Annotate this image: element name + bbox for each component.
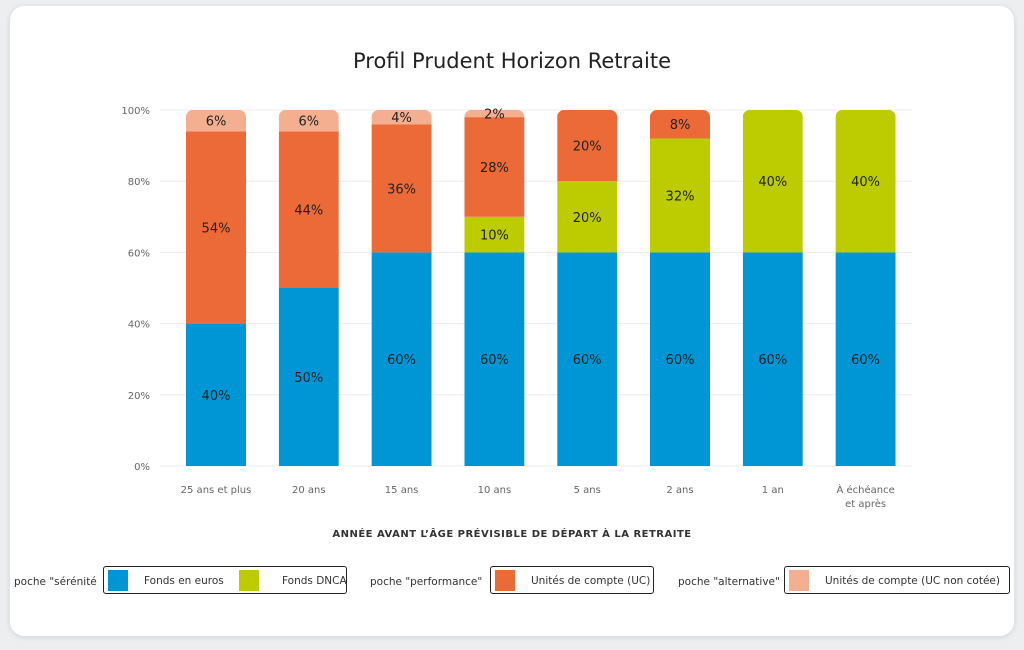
legend-swatch-uc-non-cotee xyxy=(789,570,809,591)
legend-swatch-uc xyxy=(495,570,515,591)
y-tick-label: 100% xyxy=(121,106,150,117)
bar-segment xyxy=(464,216,525,253)
y-tick-label: 80% xyxy=(128,177,150,188)
bar-segment xyxy=(186,110,246,132)
data-label: 40% xyxy=(202,389,231,404)
bar-segment xyxy=(557,252,618,466)
data-label: 20% xyxy=(573,140,602,155)
legend-item-label: Fonds DNCA xyxy=(282,575,347,587)
data-label: 60% xyxy=(666,353,695,368)
bar-segment xyxy=(557,110,618,182)
legend-group-label: poche "alternative" xyxy=(678,576,780,588)
data-label: 54% xyxy=(202,221,231,236)
y-tick-label: 0% xyxy=(134,462,150,473)
legend: poche "sérénité Fonds en euros Fonds DNC… xyxy=(0,566,1024,596)
legend-box-alternative: Unités de compte (UC non cotée) xyxy=(784,566,1010,594)
bar-segment xyxy=(650,138,710,253)
bar-segment xyxy=(464,252,525,466)
bar-segment xyxy=(278,110,339,132)
data-label: 40% xyxy=(758,175,787,190)
legend-item-label: Fonds en euros xyxy=(144,575,224,587)
x-tick-label: 5 ans xyxy=(574,485,601,496)
bar-segment xyxy=(371,252,432,466)
x-tick-label: 1 an xyxy=(762,485,784,496)
legend-box-performance: Unités de compte (UC) xyxy=(490,566,654,594)
data-label: 50% xyxy=(294,371,323,386)
bar-segment xyxy=(835,252,896,466)
data-label: 8% xyxy=(670,118,691,133)
data-label: 60% xyxy=(758,353,787,368)
legend-item-label: Unités de compte (UC) xyxy=(531,575,651,587)
y-tick-label: 40% xyxy=(128,320,150,331)
bar-segment xyxy=(186,131,246,324)
data-label: 60% xyxy=(387,353,416,368)
bar-segment xyxy=(464,117,525,217)
y-tick-label: 60% xyxy=(128,248,150,259)
data-label: 20% xyxy=(573,211,602,226)
x-tick-label: 2 ans xyxy=(666,485,693,496)
data-label: 60% xyxy=(480,353,509,368)
stacked-bar-chart: Profil Prudent Horizon Retraite 0% 20% 40% 6… xyxy=(121,49,912,540)
bar-segment xyxy=(650,110,710,139)
data-label: 32% xyxy=(666,189,695,204)
data-label: 44% xyxy=(294,204,323,219)
x-tick-label: À échéance xyxy=(836,483,894,496)
chart-title: Profil Prudent Horizon Retraite xyxy=(353,49,671,73)
x-tick-label: 20 ans xyxy=(292,485,326,496)
data-label: 2% xyxy=(484,108,505,123)
bar-segment xyxy=(371,124,432,253)
legend-swatch-fonds-dnca xyxy=(239,570,259,591)
data-label: 4% xyxy=(391,111,412,126)
data-label: 60% xyxy=(851,353,880,368)
x-tick-label: 25 ans et plus xyxy=(181,485,252,496)
bar-segment xyxy=(278,288,339,466)
bar-segment xyxy=(278,131,339,288)
bar-segment xyxy=(186,323,246,466)
x-axis-label: ANNÉE AVANT L’ÂGE PRÉVISIBLE DE DÉPART À… xyxy=(332,527,691,540)
legend-group-label: poche "sérénité xyxy=(14,576,97,588)
data-label: 28% xyxy=(480,161,509,176)
bar-segment xyxy=(371,110,432,125)
data-label: 36% xyxy=(387,182,416,197)
bar-segment xyxy=(464,110,525,118)
bar-segment xyxy=(835,110,896,253)
bar-segment xyxy=(742,110,803,253)
data-label: 60% xyxy=(573,353,602,368)
x-tick-label: 10 ans xyxy=(478,485,512,496)
data-label: 40% xyxy=(851,175,880,190)
bar-segment xyxy=(557,181,618,253)
data-label: 10% xyxy=(480,229,509,244)
bar-segment xyxy=(650,252,710,466)
x-tick-label: et après xyxy=(845,498,886,510)
x-tick-label: 15 ans xyxy=(385,485,419,496)
legend-item-label: Unités de compte (UC non cotée) xyxy=(825,575,1000,587)
y-tick-label: 20% xyxy=(128,391,150,402)
legend-swatch-fonds-euros xyxy=(108,570,128,591)
data-label: 6% xyxy=(206,115,227,130)
legend-box-serenite: Fonds en euros Fonds DNCA xyxy=(103,566,347,594)
legend-group-label: poche "performance" xyxy=(370,576,483,588)
bar-segment xyxy=(742,252,803,466)
data-label: 6% xyxy=(298,115,319,130)
